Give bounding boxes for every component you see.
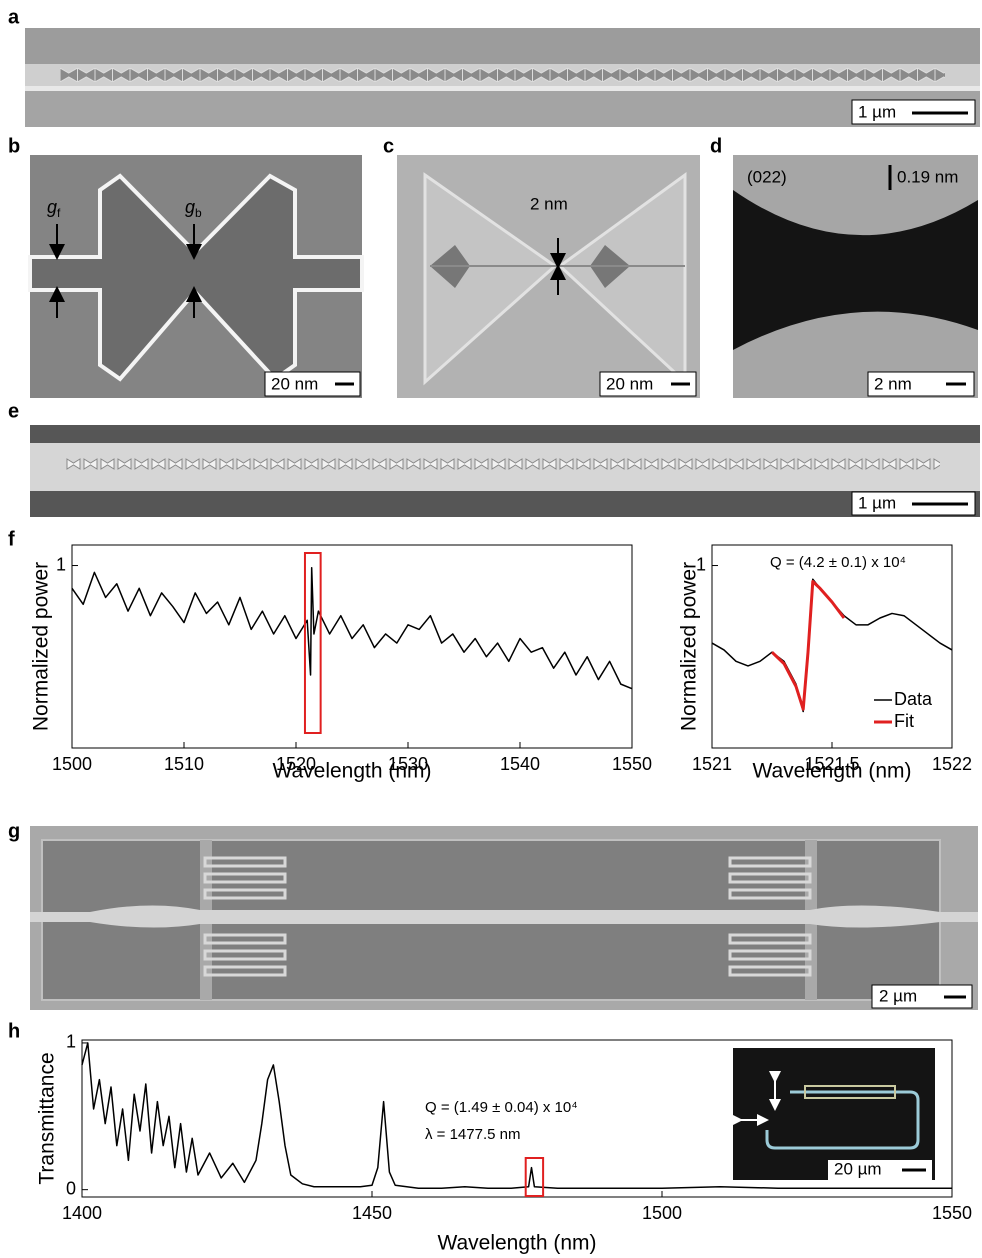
sem-image-g	[30, 826, 978, 1010]
panel-label: e	[8, 400, 19, 422]
panel-label: d	[710, 135, 722, 157]
sem-image-a	[25, 28, 980, 127]
highlight-box	[524, 1157, 545, 1197]
y-tick-label: 1	[696, 554, 706, 574]
x-tick-label: 1500	[642, 1203, 682, 1223]
panel-label: a	[8, 6, 20, 28]
scale-bar-label: 1 µm	[858, 102, 896, 121]
x-tick-label: 1400	[62, 1203, 102, 1223]
panel-label: f	[8, 528, 15, 550]
scale-bar-label: 2 nm	[874, 374, 912, 393]
x-tick-label: 1550	[932, 1203, 972, 1223]
x-axis-label: Wavelength (nm)	[752, 760, 911, 783]
data-line	[81, 1042, 952, 1189]
scale-bar-label: 1 µm	[858, 493, 896, 512]
legend-label: Data	[894, 689, 933, 709]
panel-label: g	[8, 820, 20, 842]
annotation: Q = (1.49 ± 0.04) x 10⁴	[425, 1099, 578, 1116]
scale-bar-label: 20 nm	[606, 374, 653, 393]
x-tick-label: 1521	[692, 754, 732, 774]
gap-symbol: g	[185, 197, 195, 217]
x-tick-label: 1540	[500, 754, 540, 774]
legend-label: Fit	[894, 711, 914, 731]
sem-image-c	[397, 155, 700, 398]
x-tick-label: 1520	[276, 754, 316, 774]
x-axis-label: Wavelength (nm)	[437, 1232, 596, 1255]
plot-frame	[81, 1039, 953, 1198]
data-line	[71, 567, 633, 690]
annotation: λ = 1477.5 nm	[425, 1126, 520, 1143]
plot-frame	[71, 544, 633, 749]
y-axis-label: Normalized power	[30, 562, 53, 731]
y-tick-label: 0	[66, 1178, 76, 1198]
sem-image-b	[28, 155, 364, 398]
plot-frame	[711, 544, 953, 749]
x-tick-label: 1521.5	[804, 754, 859, 774]
x-tick-label: 1510	[164, 754, 204, 774]
panel-label: h	[8, 1020, 20, 1042]
panel-label: c	[383, 135, 394, 157]
data-line	[770, 579, 846, 711]
x-tick-label: 1530	[388, 754, 428, 774]
y-axis-label: Transmittance	[36, 1052, 59, 1184]
gap-symbol: g	[47, 197, 57, 217]
scale-bar-label: 20 nm	[271, 374, 318, 393]
tem-image-d	[733, 155, 978, 398]
annotation: Q = (4.2 ± 0.1) x 10⁴	[770, 554, 906, 571]
x-tick-label: 1500	[52, 754, 92, 774]
gap-subscript: b	[195, 206, 202, 220]
y-axis-label: Normalized power	[678, 562, 701, 731]
x-tick-label: 1522	[932, 754, 972, 774]
x-tick-label: 1550	[612, 754, 652, 774]
gap-subscript: f	[57, 206, 61, 220]
lattice-plane: (022)	[747, 167, 787, 186]
x-axis-label: Wavelength (nm)	[272, 760, 431, 783]
y-tick-label: 1	[56, 554, 66, 574]
inset-image	[731, 1048, 935, 1180]
y-tick-label: 1	[66, 1032, 76, 1052]
scale-bar-label: 20 µm	[834, 1159, 882, 1178]
scale-bar-label: 2 µm	[879, 986, 917, 1005]
panel-label: b	[8, 135, 20, 157]
x-tick-label: 1450	[352, 1203, 392, 1223]
sem-image-e	[30, 425, 980, 517]
gap-label: 2 nm	[530, 194, 568, 213]
highlight-box	[303, 552, 322, 734]
lattice-spacing: 0.19 nm	[897, 167, 958, 186]
